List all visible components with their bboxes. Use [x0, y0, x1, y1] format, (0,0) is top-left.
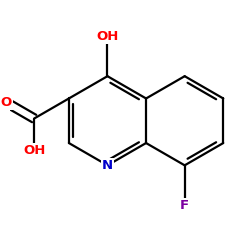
Text: OH: OH — [23, 144, 45, 157]
Text: F: F — [180, 199, 189, 212]
Text: N: N — [102, 159, 113, 172]
Text: O: O — [1, 96, 12, 109]
Text: OH: OH — [96, 30, 119, 43]
